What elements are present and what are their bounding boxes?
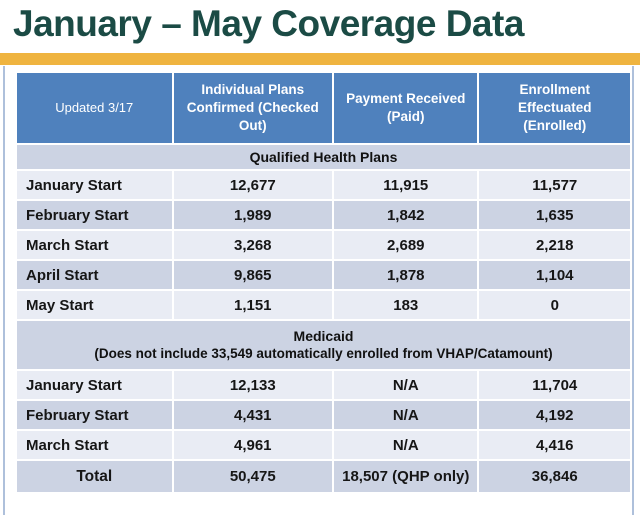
cell-paid: 1,878 [334,261,478,289]
table-row-medicaid-january: January Start 12,133 N/A 11,704 [17,371,630,399]
table-row-medicaid-march: March Start 4,961 N/A 4,416 [17,431,630,459]
table-row-qhp-february: February Start 1,989 1,842 1,635 [17,201,630,229]
cell-paid: 183 [334,291,478,319]
section-header-qhp: Qualified Health Plans [17,145,630,169]
cell-enrolled: 0 [479,291,630,319]
total-label: Total [17,461,172,492]
table-row-medicaid-february: February Start 4,431 N/A 4,192 [17,401,630,429]
cell-paid: 1,842 [334,201,478,229]
cell-enrolled: 2,218 [479,231,630,259]
cell-enrolled: 4,192 [479,401,630,429]
section-title-medicaid: Medicaid [293,328,354,345]
table-row-total: Total 50,475 18,507 (QHP only) 36,846 [17,461,630,492]
table-row-qhp-march: March Start 3,268 2,689 2,218 [17,231,630,259]
row-label: March Start [17,431,172,459]
cell-enrolled: 11,704 [479,371,630,399]
cell-confirmed: 1,989 [173,201,333,229]
column-header-enrolled: Enrollment Effectuated (Enrolled) [479,73,630,143]
total-confirmed: 50,475 [173,461,333,492]
cell-confirmed: 4,431 [173,401,333,429]
row-label: February Start [17,401,172,429]
cell-enrolled: 1,635 [479,201,630,229]
total-paid: 18,507 (QHP only) [334,461,478,492]
section-title-qhp: Qualified Health Plans [249,148,398,165]
cell-confirmed: 12,677 [173,171,333,199]
row-label: May Start [17,291,172,319]
row-label: January Start [17,371,172,399]
table-row-qhp-may: May Start 1,151 183 0 [17,291,630,319]
row-label: April Start [17,261,172,289]
cell-enrolled: 4,416 [479,431,630,459]
cell-paid: N/A [334,431,478,459]
row-label: March Start [17,231,172,259]
cell-paid: N/A [334,401,478,429]
cell-paid: N/A [334,371,478,399]
table-row-qhp-january: January Start 12,677 11,915 11,577 [17,171,630,199]
cell-confirmed: 3,268 [173,231,333,259]
row-label: January Start [17,171,172,199]
row-label: February Start [17,201,172,229]
accent-bar [0,53,640,65]
cell-enrolled: 1,104 [479,261,630,289]
cell-confirmed: 4,961 [173,431,333,459]
total-enrolled: 36,846 [479,461,630,492]
cell-confirmed: 12,133 [173,371,333,399]
cell-paid: 11,915 [334,171,478,199]
cell-confirmed: 9,865 [173,261,333,289]
updated-date-header: Updated 3/17 [17,73,172,143]
page-title: January – May Coverage Data [13,3,524,44]
cell-confirmed: 1,151 [173,291,333,319]
cell-enrolled: 11,577 [479,171,630,199]
column-header-confirmed: Individual Plans Confirmed (Checked Out) [173,73,333,143]
coverage-table: Updated 3/17 Individual Plans Confirmed … [15,71,632,494]
section-header-medicaid: Medicaid (Does not include 33,549 automa… [17,321,630,369]
table-row-qhp-april: April Start 9,865 1,878 1,104 [17,261,630,289]
cell-paid: 2,689 [334,231,478,259]
table-header-row: Updated 3/17 Individual Plans Confirmed … [17,73,630,143]
right-border-rule [632,66,634,515]
column-header-paid: Payment Received (Paid) [334,73,478,143]
left-border-rule [3,66,5,515]
section-subtitle-medicaid: (Does not include 33,549 automatically e… [94,346,553,362]
